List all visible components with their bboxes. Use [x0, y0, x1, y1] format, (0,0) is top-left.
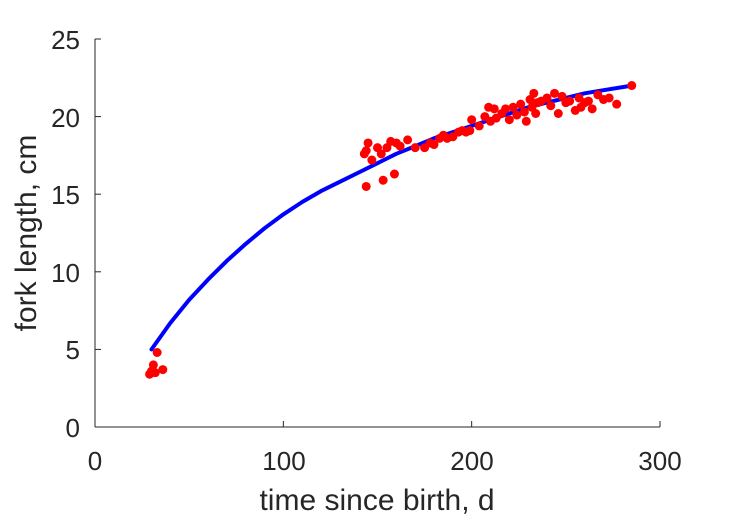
- data-point-8: [361, 181, 371, 191]
- data-point-7: [361, 146, 371, 156]
- plot-area: [94, 38, 661, 428]
- data-point-12: [376, 149, 386, 159]
- data-point-2: [148, 360, 158, 370]
- data-point-19: [403, 135, 413, 145]
- data-point-44: [516, 99, 526, 109]
- data-point-50: [531, 108, 541, 118]
- data-point-69: [612, 99, 622, 109]
- data-point-16: [389, 169, 399, 179]
- y-tick-label-20: 20: [51, 103, 80, 133]
- data-point-43: [512, 110, 522, 120]
- data-point-23: [429, 140, 439, 150]
- data-point-9: [363, 138, 373, 148]
- x-tick-label-300: 300: [638, 446, 681, 476]
- data-point-45: [519, 107, 529, 117]
- x-tick-label-200: 200: [450, 446, 493, 476]
- data-point-37: [489, 104, 499, 114]
- data-point-5: [158, 365, 168, 375]
- y-tick-label-25: 25: [51, 25, 80, 55]
- data-point-18: [395, 141, 405, 151]
- data-point-4: [152, 348, 162, 358]
- data-point-20: [410, 143, 420, 153]
- data-point-42: [508, 102, 518, 112]
- data-point-70: [627, 81, 637, 91]
- y-tick-label-0: 0: [66, 413, 80, 443]
- data-point-41: [504, 115, 514, 125]
- data-point-10: [367, 155, 377, 165]
- data-point-46: [521, 116, 531, 126]
- y-axis-label: fork length, cm: [10, 135, 43, 332]
- data-point-55: [550, 88, 560, 98]
- data-point-3: [150, 368, 160, 378]
- data-point-31: [465, 126, 475, 136]
- y-tick-label-10: 10: [51, 258, 80, 288]
- fit-curve: [149, 83, 634, 352]
- data-point-65: [587, 104, 597, 114]
- data-point-13: [378, 175, 388, 185]
- data-point-68: [604, 93, 614, 103]
- data-point-32: [467, 115, 477, 125]
- x-tick-labels: 0 100 200 300: [88, 446, 682, 476]
- x-tick-label-100: 100: [262, 446, 305, 476]
- data-point-33: [474, 121, 484, 131]
- data-point-59: [565, 96, 575, 106]
- y-tick-label-15: 15: [51, 180, 80, 210]
- data-point-40: [501, 104, 511, 114]
- data-point-53: [542, 93, 552, 103]
- data-point-64: [583, 96, 593, 106]
- y-tick-labels: 0 5 10 15 20 25: [51, 25, 80, 443]
- data-point-56: [553, 108, 563, 118]
- x-axis-label: time since birth, d: [259, 484, 494, 517]
- y-tick-label-5: 5: [66, 335, 80, 365]
- data-point-49: [529, 88, 539, 98]
- x-tick-label-0: 0: [88, 446, 102, 476]
- data-point-54: [546, 101, 556, 111]
